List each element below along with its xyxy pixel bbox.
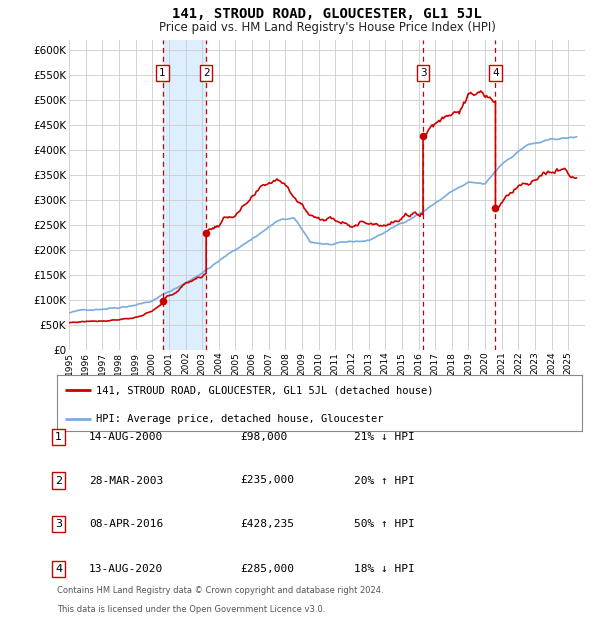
Text: 1: 1	[159, 68, 166, 78]
Text: This data is licensed under the Open Government Licence v3.0.: This data is licensed under the Open Gov…	[57, 604, 325, 614]
Text: 13-AUG-2020: 13-AUG-2020	[89, 564, 163, 574]
Text: £98,000: £98,000	[240, 432, 287, 442]
Text: 4: 4	[492, 68, 499, 78]
Text: Contains HM Land Registry data © Crown copyright and database right 2024.: Contains HM Land Registry data © Crown c…	[57, 586, 383, 595]
Text: 3: 3	[55, 519, 62, 529]
Text: 1: 1	[55, 432, 62, 442]
Text: 141, STROUD ROAD, GLOUCESTER, GL1 5JL: 141, STROUD ROAD, GLOUCESTER, GL1 5JL	[172, 7, 482, 22]
Text: 141, STROUD ROAD, GLOUCESTER, GL1 5JL (detached house): 141, STROUD ROAD, GLOUCESTER, GL1 5JL (d…	[97, 385, 434, 395]
Text: HPI: Average price, detached house, Gloucester: HPI: Average price, detached house, Glou…	[97, 414, 384, 423]
Text: 28-MAR-2003: 28-MAR-2003	[89, 476, 163, 485]
Text: Price paid vs. HM Land Registry's House Price Index (HPI): Price paid vs. HM Land Registry's House …	[158, 21, 496, 34]
Text: £428,235: £428,235	[240, 519, 294, 529]
Text: 18% ↓ HPI: 18% ↓ HPI	[354, 564, 415, 574]
Text: 3: 3	[420, 68, 427, 78]
Text: 14-AUG-2000: 14-AUG-2000	[89, 432, 163, 442]
Text: 2: 2	[55, 476, 62, 485]
Bar	[163, 40, 206, 350]
Text: 2: 2	[203, 68, 209, 78]
Text: £285,000: £285,000	[240, 564, 294, 574]
Text: 20% ↑ HPI: 20% ↑ HPI	[354, 476, 415, 485]
Text: £235,000: £235,000	[240, 476, 294, 485]
Text: 4: 4	[55, 564, 62, 574]
Text: 08-APR-2016: 08-APR-2016	[89, 519, 163, 529]
Text: 50% ↑ HPI: 50% ↑ HPI	[354, 519, 415, 529]
Text: 21% ↓ HPI: 21% ↓ HPI	[354, 432, 415, 442]
